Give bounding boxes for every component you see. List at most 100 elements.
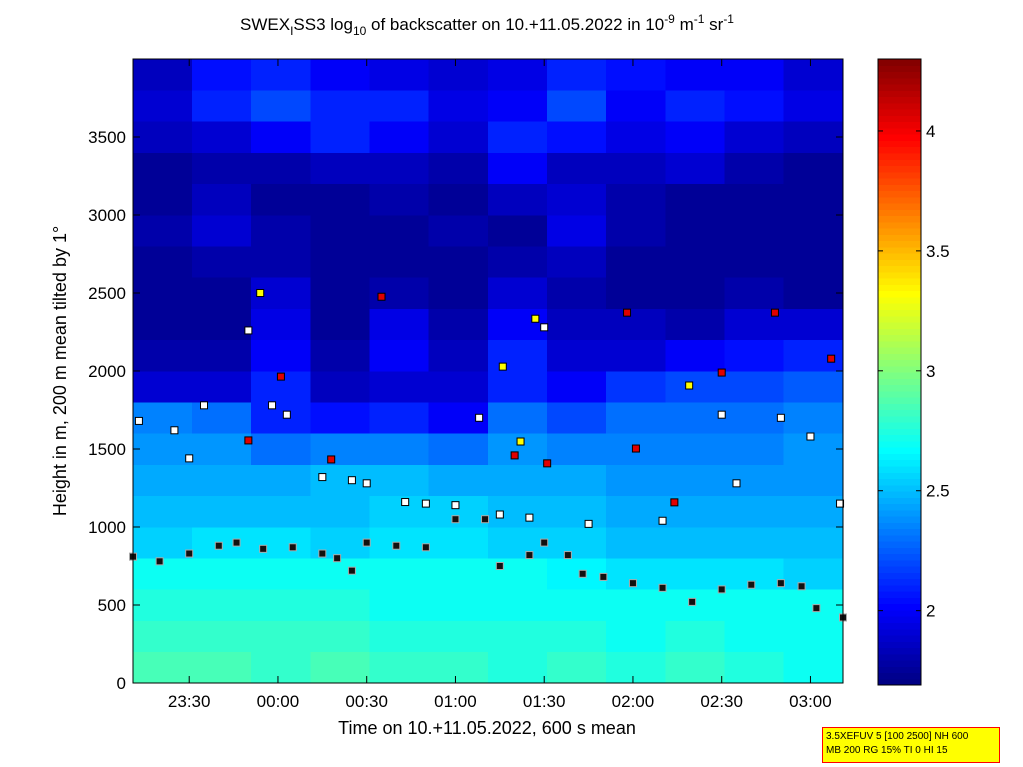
colorbar-step [878,309,921,317]
heatmap-cell [665,464,725,497]
heatmap-cell [310,620,370,653]
heatmap-cell [606,308,666,341]
marker [185,549,194,558]
heatmap-cell [428,308,489,341]
heatmap-cell [487,277,548,309]
colorbar-step [878,472,921,480]
marker [495,562,504,570]
heatmap-cell [191,620,252,653]
colorbar-step [878,672,921,680]
marker [244,326,253,335]
heatmap-cell [546,245,607,278]
heatmap-cell [487,526,548,559]
title-part: -1 [694,12,705,26]
heatmap-cell [369,620,430,653]
info-line: 3.5XEFUV 5 [100 2500] NH 600 [826,731,969,742]
marker [327,455,336,464]
heatmap-cell [606,495,666,528]
title-part: I [290,24,293,38]
colorbar-step [878,390,921,398]
marker [563,551,572,560]
heatmap-cell [132,464,193,497]
heatmap-cell [546,277,607,309]
heatmap-cell [724,433,785,465]
heatmap-cell [310,433,370,465]
colorbar-step [878,340,921,348]
heatmap-cell [665,214,725,247]
heatmap-cell [724,183,785,216]
heatmap-cell [606,152,666,185]
heatmap-cell [428,152,489,185]
heatmap-cell [251,401,311,434]
colorbar-step [878,659,921,667]
heatmap-cell [191,245,252,278]
heatmap-cell [724,495,785,528]
marker [214,541,223,550]
heatmap-cell [487,339,548,372]
colorbar-step [878,522,921,530]
heatmap-cell [251,620,311,653]
colorbar-step [878,434,921,442]
x-tick-label: 01:30 [523,692,566,711]
marker [362,479,371,488]
colorbar-step [878,303,921,310]
colorbar-step [878,409,921,417]
heatmap-cell [724,214,785,247]
colorbar-step [878,603,921,611]
heatmap-cell [191,277,252,309]
colorbar-step [878,541,921,548]
heatmap-cell [546,370,607,403]
x-tick-label: 03:00 [789,692,832,711]
heatmap-cell [191,58,252,91]
heatmap-cell [665,277,725,309]
marker [516,437,525,446]
heatmap-cell [369,152,430,185]
heatmap-cell [724,277,785,309]
colorbar-step [878,246,921,254]
heatmap-cell [606,401,666,434]
heatmap-cell [665,651,725,684]
heatmap-cell [546,589,607,621]
marker [268,401,277,410]
heatmap-cell [665,433,725,465]
colorbar-step [878,353,921,361]
marker [623,308,632,317]
colorbar-step [878,666,921,674]
marker [658,583,667,592]
heatmap-cell [428,89,489,122]
heatmap-cell [665,401,725,434]
marker [451,501,460,510]
colorbar-step [878,528,921,536]
heatmap-cell [369,495,430,528]
colorbar-step [878,315,921,323]
marker [543,459,552,468]
heatmap-cell [310,401,370,434]
colorbar-step [878,221,921,229]
heatmap-cell [369,557,430,590]
colorbar-step [878,171,921,179]
heatmap-cell [132,183,193,216]
colorbar-step [878,547,921,555]
heatmap-cell [428,245,489,278]
colorbar-step [878,290,921,298]
colorbar-step [878,490,921,498]
heatmap-cell [191,589,252,621]
heatmap-cell [428,589,489,621]
heatmap-cell [369,433,430,465]
heatmap-cell [546,651,607,684]
heatmap-cell [487,183,548,216]
colorbar-tick-label: 3.5 [926,242,950,261]
colorbar-step [878,591,921,598]
heatmap-cell [665,58,725,91]
heatmap-cell [310,589,370,621]
heatmap-cell [783,58,844,91]
heatmap-cell [665,183,725,216]
heatmap-cell [783,464,844,497]
heatmap-cell [132,121,193,153]
colorbar-step [878,622,921,630]
heatmap-cell [724,152,785,185]
marker [525,513,534,522]
heatmap-cell [487,589,548,621]
colorbar-tick-label: 3 [926,362,935,381]
heatmap-cell [310,245,370,278]
